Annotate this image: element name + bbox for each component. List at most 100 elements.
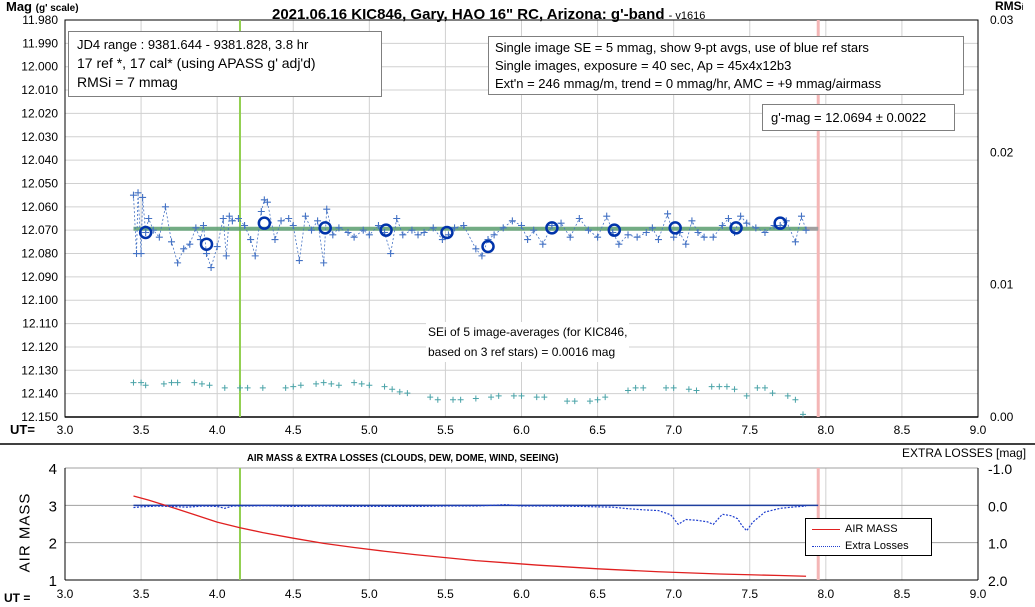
single-image-point xyxy=(566,233,574,241)
y2-tick-label: 0.00 xyxy=(990,410,1014,424)
x-tick-label: 6.0 xyxy=(513,423,530,437)
rms-point xyxy=(602,394,609,401)
x-tick-label: 5.0 xyxy=(361,423,378,437)
annotation-line: Single images, exposure = 40 sec, Ap = 4… xyxy=(495,58,792,73)
single-image-point xyxy=(213,243,221,251)
single-image-point xyxy=(633,233,641,241)
rms-point xyxy=(495,392,502,399)
rms-point xyxy=(434,396,441,403)
single-image-point xyxy=(257,207,265,215)
average-point xyxy=(318,221,332,235)
average-point xyxy=(607,223,622,237)
y-tick-label: 12.110 xyxy=(22,317,58,331)
y-tick-label: 12.050 xyxy=(21,176,58,190)
rms-point xyxy=(427,394,434,401)
rms-point xyxy=(358,380,365,387)
single-image-point xyxy=(145,215,153,222)
single-image-point xyxy=(192,224,200,232)
y-tick-label: 12.090 xyxy=(21,270,58,284)
y-tick-label: 12.080 xyxy=(21,247,58,261)
x-tick-label: 5.0 xyxy=(361,587,378,601)
y2-tick-label: 0.01 xyxy=(990,278,1014,292)
single-image-point xyxy=(490,231,498,239)
single-image-point xyxy=(234,215,242,222)
single-image-point xyxy=(414,231,422,239)
rms-point xyxy=(191,379,198,386)
rms-point xyxy=(670,384,677,391)
single-image-point xyxy=(374,222,382,230)
rms-point xyxy=(351,379,358,386)
single-image-point xyxy=(251,252,259,260)
single-image-point xyxy=(308,226,316,234)
single-image-point xyxy=(186,240,194,248)
rms-point xyxy=(769,390,776,397)
average-point xyxy=(668,221,682,235)
rms-point xyxy=(571,398,578,405)
y2-tick-label: 0.03 xyxy=(990,13,1014,27)
legend: AIR MASS Extra Losses xyxy=(805,518,932,556)
gmag-annotation: g'-mag = 12.0694 ± 0.0022 xyxy=(762,104,955,131)
single-image-point xyxy=(247,236,255,244)
y-tick-label: 12.040 xyxy=(21,153,58,167)
single-image-point xyxy=(615,240,623,248)
single-image-point xyxy=(359,226,367,234)
single-image-point xyxy=(277,217,285,225)
single-image-point xyxy=(478,252,486,260)
single-image-point xyxy=(320,259,328,267)
x-tick-label: 4.0 xyxy=(209,587,226,601)
legend-item-airmass: AIR MASS xyxy=(812,521,925,538)
rms-point xyxy=(488,394,495,401)
rms-point xyxy=(743,392,750,399)
y2-tick-label: 0.0 xyxy=(988,498,1008,514)
rms-point xyxy=(784,392,791,399)
annotation-line: SEi of 5 image-averages (for KIC846, xyxy=(428,325,628,339)
rms-point xyxy=(754,384,761,391)
x-tick-label: 7.0 xyxy=(665,587,682,601)
rms-point xyxy=(282,384,289,391)
single-image-point xyxy=(429,224,437,232)
single-image-point xyxy=(289,222,297,230)
x-tick-label: 7.5 xyxy=(741,587,758,601)
single-image-point xyxy=(508,217,516,225)
single-image-point xyxy=(575,215,583,222)
rms-point xyxy=(381,383,388,390)
extra-losses-axis-label: EXTRA LOSSES [mag] xyxy=(902,446,1027,460)
y2-tick-label: 2.0 xyxy=(988,573,1008,589)
y-tick-label: 12.000 xyxy=(21,60,58,74)
airmass-x-axis-label: UT = xyxy=(4,591,31,605)
single-image-point xyxy=(594,233,602,241)
single-image-point xyxy=(499,224,507,232)
rms-point xyxy=(198,380,205,387)
y2-tick-label: 0.02 xyxy=(990,145,1014,159)
y-tick-label: 12.100 xyxy=(21,293,58,307)
single-image-point xyxy=(682,240,690,248)
x-tick-label: 4.5 xyxy=(285,423,302,437)
single-image-point xyxy=(737,212,745,220)
single-image-point xyxy=(161,203,169,211)
single-image-point xyxy=(134,189,142,197)
single-image-point xyxy=(642,229,650,237)
rms-point xyxy=(221,384,228,391)
y-tick-label: 12.130 xyxy=(21,363,58,377)
observation-settings-annotation: Single image SE = 5 mmag, show 9-pt avgs… xyxy=(488,36,964,95)
average-point xyxy=(138,225,153,240)
y-tick-label: 11.990 xyxy=(22,36,58,50)
rms-point xyxy=(586,398,593,405)
single-image-point xyxy=(624,231,632,239)
rms-point xyxy=(313,380,320,387)
rms-point xyxy=(731,386,738,393)
average-point xyxy=(729,221,743,235)
single-image-point xyxy=(350,233,358,241)
single-image-point xyxy=(295,257,303,265)
single-image-point xyxy=(524,236,532,244)
single-image-point xyxy=(222,252,230,260)
average-point xyxy=(545,221,559,235)
x-tick-label: 6.0 xyxy=(513,587,530,601)
single-image-point xyxy=(323,205,331,213)
single-image-point xyxy=(329,231,337,239)
single-image-point xyxy=(301,212,309,220)
x-tick-label: 5.5 xyxy=(437,423,454,437)
x-tick-label: 9.0 xyxy=(970,587,987,601)
single-image-point xyxy=(700,233,708,241)
single-image-point xyxy=(797,212,805,220)
